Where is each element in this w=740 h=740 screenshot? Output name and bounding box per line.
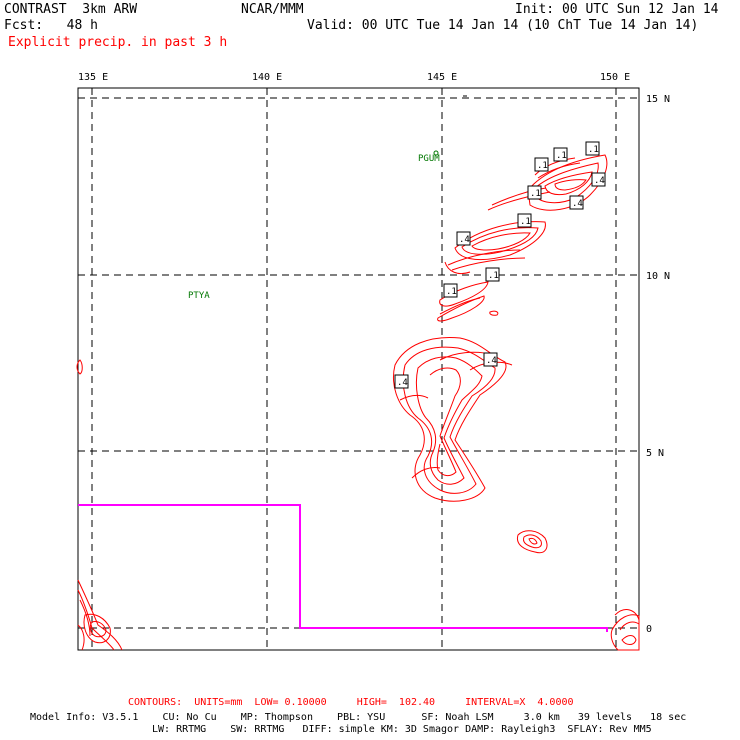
svg-text:.1: .1 [446,287,457,297]
contour-label: .1 [534,157,549,172]
svg-text:.1: .1 [588,145,599,155]
inner-domain-boundary [78,504,608,632]
init-time: Init: 00 UTC Sun 12 Jan 14 [515,2,719,17]
map-frame [77,87,640,651]
station-label: PGUM [418,154,440,164]
svg-text:.1: .1 [556,151,567,161]
contour-label: .1 [585,141,600,156]
svg-text:.4: .4 [572,199,583,209]
contour-label: .1 [443,283,458,298]
svg-text:.4: .4 [397,378,408,388]
lat-label-5n: 5 N [646,448,664,459]
lon-label-145: 145 E [427,72,457,83]
precip-contours [76,154,640,651]
svg-text:.4: .4 [486,356,497,366]
contour-label: .1 [553,147,568,162]
plot-title: CONTRAST 3km ARW [4,2,138,17]
svg-text:.1: .1 [530,189,541,199]
station-ptya: PTYA [188,291,210,301]
contour-label-group: .1 .1 .1 .4 .1 .4 .1 .4 .1 .1 .4 .4 [394,141,606,389]
model-info-line1: Model Info: V3.5.1 CU: No Cu MP: Thompso… [30,712,687,723]
lat-label-15n: 15 N [646,94,670,105]
svg-text:.1: .1 [488,271,499,281]
contour-label: .4 [394,374,409,389]
contour-label: .4 [483,352,498,367]
model-info-line2: LW: RRTMG SW: RRTMG DIFF: simple KM: 3D … [152,724,652,735]
lat-label-0: 0 [646,624,652,635]
institution-label: NCAR/MMM [241,2,304,17]
contour-label: .1 [527,185,542,200]
lon-label-140: 140 E [252,72,282,83]
valid-time: Valid: 00 UTC Tue 14 Jan 14 (10 ChT Tue … [307,18,699,33]
contour-label: .4 [591,172,606,187]
lon-label-135: 135 E [78,72,108,83]
svg-text:.1: .1 [520,217,531,227]
contour-label: .1 [517,213,532,228]
svg-text:.1: .1 [537,161,548,171]
svg-text:.4: .4 [594,176,605,186]
station-label: PTYA [188,291,210,301]
lon-label-150: 150 E [600,72,630,83]
lat-label-10n: 10 N [646,271,670,282]
contour-info: CONTOURS: UNITS=mm LOW= 0.10000 HIGH= 10… [128,697,574,708]
lat-lon-grid [78,88,639,650]
station-pgum: PGUM [418,150,440,164]
contour-label: .4 [569,195,584,210]
svg-text:.4: .4 [459,235,470,245]
field-description: Explicit precip. in past 3 h [8,35,228,50]
contour-label: .4 [456,231,471,246]
contour-label: .1 [485,267,500,282]
forecast-hour: Fcst: 48 h [4,18,98,33]
